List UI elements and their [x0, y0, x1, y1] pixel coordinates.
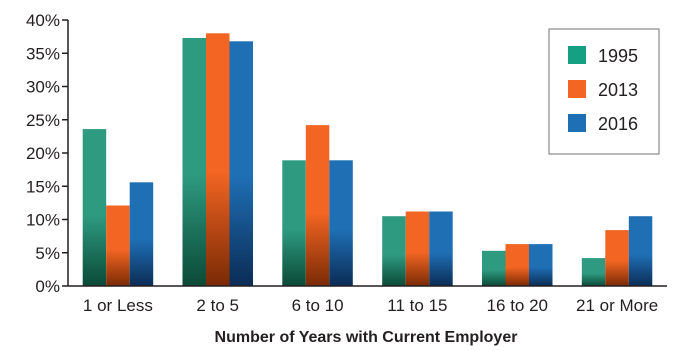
bar-2016-21-or-more: [628, 216, 653, 286]
legend: 1995 2013 2016: [548, 28, 660, 155]
x-axis-labels: 1 or Less 2 to 5 6 to 10 11 to 15 16 to 20 21…: [83, 296, 658, 315]
bar-2016-6-to-10: [329, 160, 353, 286]
y-tick-label: 10%: [26, 211, 60, 230]
y-tick-label: 0%: [35, 277, 60, 296]
bar-2016-2-to-5: [229, 41, 253, 286]
y-axis-ticks: 0% 5% 10% 15% 20% 25% 30% 35% 40%: [26, 11, 68, 296]
bar-1995-6-to-10: [282, 160, 306, 286]
y-tick-label: 35%: [26, 44, 60, 63]
legend-swatch-2016: [568, 114, 586, 132]
x-category-label: 6 to 10: [292, 296, 344, 315]
bar-2013-16-to-20: [505, 244, 529, 286]
x-category-label: 2 to 5: [196, 296, 239, 315]
bar-1995-1-or-less: [82, 129, 107, 286]
bar-2013-21-or-more: [605, 230, 629, 286]
legend-label-2016: 2016: [598, 114, 638, 134]
y-tick-label: 25%: [26, 111, 60, 130]
y-tick-label: 5%: [35, 244, 60, 263]
bar-2016-16-to-20: [529, 244, 553, 286]
y-tick-label: 30%: [26, 78, 60, 97]
bar-2013-2-to-5: [206, 33, 230, 286]
y-tick-label: 20%: [26, 144, 60, 163]
legend-swatch-1995: [568, 46, 586, 64]
bar-2013-11-to-15: [405, 211, 430, 286]
legend-box: [548, 28, 660, 155]
legend-swatch-2013: [568, 80, 586, 98]
bar-2013-1-or-less: [106, 205, 130, 286]
x-category-label: 21 or More: [576, 296, 658, 315]
bars-layer: [82, 33, 653, 286]
bar-2016-11-to-15: [429, 211, 453, 286]
bar-2013-6-to-10: [305, 125, 330, 286]
x-category-label: 1 or Less: [83, 296, 153, 315]
x-axis-title: Number of Years with Current Employer: [215, 329, 518, 346]
x-category-label: 16 to 20: [487, 296, 548, 315]
legend-label-2013: 2013: [598, 80, 638, 100]
y-tick-label: 40%: [26, 11, 60, 30]
y-tick-label: 15%: [26, 177, 60, 196]
bar-1995-2-to-5: [182, 38, 206, 286]
bar-1995-21-or-more: [581, 258, 606, 286]
x-category-label: 11 to 15: [387, 296, 447, 315]
legend-label-1995: 1995: [598, 46, 638, 66]
bar-1995-11-to-15: [382, 216, 406, 286]
bar-1995-16-to-20: [482, 250, 506, 286]
bar-2016-1-or-less: [129, 182, 154, 286]
